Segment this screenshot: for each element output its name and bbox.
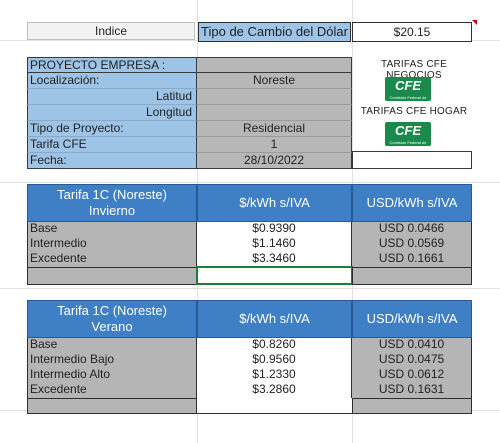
invierno-blank-usd	[352, 267, 472, 285]
invierno-title: Tarifa 1C (Noreste) Invierno	[27, 184, 197, 222]
cfe-negocios-logo[interactable]: CFE Comisión Federal de Electricidad	[385, 77, 431, 105]
project-row-localizacion-label: Localización:	[27, 73, 197, 89]
verano-col-mxn: $/kWh s/IVA	[197, 300, 352, 338]
invierno-col-mxn: $/kWh s/IVA	[197, 184, 352, 222]
verano-row-intermedio-alto-usd: USD 0.0612	[352, 368, 472, 383]
invierno-row-excedente-label: Excedente	[27, 252, 197, 267]
verano-row-base-mxn[interactable]: $0.8260	[197, 338, 352, 353]
invierno-title-line2: Invierno	[88, 203, 136, 218]
invierno-table: Tarifa 1C (Noreste) Invierno $/kWh s/IVA…	[27, 184, 472, 285]
exchange-rate-value[interactable]: $20.15	[352, 22, 472, 42]
verano-row-excedente-usd: USD 0.1631	[352, 383, 472, 398]
comment-indicator	[472, 20, 477, 25]
cfe-hogar-logo-subtext: Comisión Federal de Electricidad	[389, 140, 427, 150]
verano-row-base-label: Base	[27, 338, 197, 353]
cfe-negocios-logo-subtext: Comisión Federal de Electricidad	[389, 95, 427, 105]
verano-blank-usd	[352, 398, 472, 414]
project-block: PROYECTO EMPRESA : Localización: Noreste…	[27, 57, 352, 169]
project-row-tipo-value[interactable]: Residencial	[197, 121, 352, 137]
project-title-fill	[197, 57, 352, 73]
invierno-row-intermedio-usd: USD 0.0569	[352, 237, 472, 252]
invierno-row-intermedio-label: Intermedio	[27, 237, 197, 252]
verano-row-base-usd: USD 0.0410	[352, 338, 472, 353]
project-row-latitud-value[interactable]	[197, 89, 352, 105]
project-row-localizacion-value[interactable]: Noreste	[197, 73, 352, 89]
verano-title: Tarifa 1C (Noreste) Verano	[27, 300, 197, 338]
project-row-tarifa-label: Tarifa CFE	[27, 137, 197, 153]
verano-row-intermedio-bajo-usd: USD 0.0475	[352, 353, 472, 368]
invierno-row-excedente-mxn[interactable]: $3.3460	[197, 252, 352, 267]
verano-row-intermedio-alto-mxn[interactable]: $1.2330	[197, 368, 352, 383]
verano-row-intermedio-alto-label: Intermedio Alto	[27, 368, 197, 383]
verano-table: Tarifa 1C (Noreste) Verano $/kWh s/IVA U…	[27, 300, 472, 416]
verano-blank-mxn[interactable]	[197, 398, 352, 414]
selected-cell[interactable]	[196, 266, 353, 285]
verano-title-line1: Tarifa 1C (Noreste)	[57, 303, 167, 318]
verano-row-intermedio-bajo-label: Intermedio Bajo	[27, 353, 197, 368]
invierno-blank-label	[27, 267, 197, 285]
project-row-fecha-label: Fecha:	[27, 153, 197, 169]
invierno-row-intermedio-mxn[interactable]: $1.1460	[197, 237, 352, 252]
project-row-longitud-label: Longitud	[27, 105, 197, 121]
project-row-fecha-value[interactable]: 28/10/2022	[197, 153, 352, 169]
cfe-hogar-logo[interactable]: CFE Comisión Federal de Electricidad	[385, 122, 431, 150]
verano-title-line2: Verano	[91, 319, 133, 334]
project-side-box	[352, 151, 472, 169]
verano-row-excedente-label: Excedente	[27, 383, 197, 398]
cfe-hogar-logo-text: CFE	[395, 123, 421, 138]
invierno-row-excedente-usd: USD 0.1661	[352, 252, 472, 267]
project-row-longitud-value[interactable]	[197, 105, 352, 121]
invierno-row-base-mxn[interactable]: $0.9390	[197, 222, 352, 237]
project-row-tarifa-value[interactable]: 1	[197, 137, 352, 153]
cfe-hogar-label: TARIFAS CFE HOGAR	[360, 106, 468, 117]
exchange-rate-label: Tipo de Cambio del Dólar	[198, 22, 351, 42]
invierno-col-usd: USD/kWh s/IVA	[352, 184, 472, 222]
verano-col-usd: USD/kWh s/IVA	[352, 300, 472, 338]
invierno-title-line1: Tarifa 1C (Noreste)	[57, 187, 167, 202]
project-row-latitud-label: Latitud	[27, 89, 197, 105]
project-title: PROYECTO EMPRESA :	[27, 57, 197, 73]
invierno-row-base-label: Base	[27, 222, 197, 237]
verano-row-intermedio-bajo-mxn[interactable]: $0.9560	[197, 353, 352, 368]
cfe-negocios-label: TARIFAS CFE NEGOCIOS	[381, 59, 447, 81]
project-row-tipo-label: Tipo de Proyecto:	[27, 121, 197, 137]
verano-blank-label	[27, 398, 197, 414]
verano-row-excedente-mxn[interactable]: $3.2860	[197, 383, 352, 398]
cfe-negocios-logo-text: CFE	[395, 78, 421, 93]
indice-button[interactable]: Indice	[27, 22, 195, 40]
invierno-row-base-usd: USD 0.0466	[352, 222, 472, 237]
